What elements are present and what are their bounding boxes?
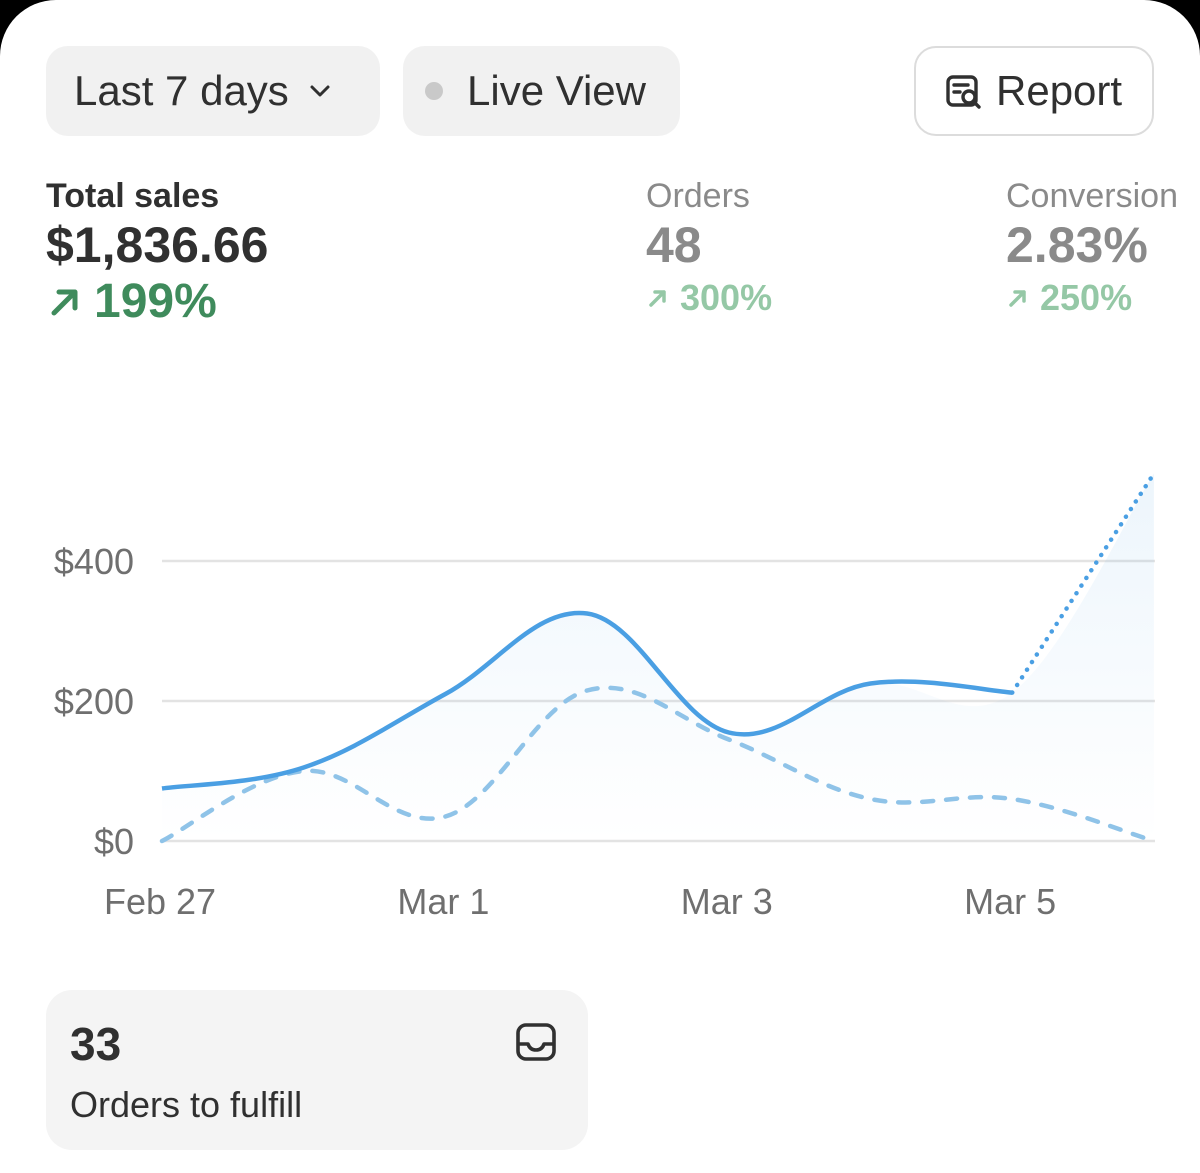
report-button[interactable]: Report	[914, 46, 1154, 136]
chevron-down-icon	[310, 85, 330, 97]
metric-value: 2.83%	[1006, 217, 1148, 273]
metric-conversion[interactable]: Conversion 2.83% 250%	[1006, 176, 1178, 322]
series-line-solid	[161, 610, 1013, 791]
metric-delta-value: 250%	[1040, 277, 1133, 318]
date-range-label: Last 7 days	[74, 67, 289, 114]
metric-value: $1,836.66	[46, 217, 269, 273]
sales-area-fill	[162, 473, 1154, 841]
y-tick-label: $400	[54, 541, 134, 582]
metric-orders[interactable]: Orders 48 300%	[646, 176, 772, 322]
fulfill-label: Orders to fulfill	[70, 1084, 303, 1125]
metric-value: 48	[646, 217, 702, 273]
arrow-up-right-icon	[649, 290, 666, 307]
x-tick-label: Mar 5	[964, 881, 1056, 922]
report-label: Report	[996, 67, 1123, 114]
metric-label: Orders	[646, 177, 750, 215]
metric-delta: 300%	[646, 274, 772, 322]
metric-label: Total sales	[46, 177, 220, 215]
metric-total-sales[interactable]: Total sales $1,836.66 199%	[46, 176, 268, 330]
metric-label: Conversion	[1006, 177, 1178, 215]
metric-delta-value: 199%	[94, 275, 217, 328]
live-dot-icon	[425, 82, 443, 100]
x-tick-label: Mar 1	[397, 881, 489, 922]
series-line-dotted	[1009, 471, 1157, 695]
sales-line-chart: $0 $200 $400 Feb 27 Mar 1 Mar 3 Mar 5	[54, 471, 1157, 922]
metric-delta: 250%	[1006, 274, 1178, 322]
y-tick-label: $200	[54, 681, 134, 722]
arrow-up-right-icon	[1009, 290, 1026, 307]
date-range-button[interactable]: Last 7 days	[46, 46, 380, 136]
live-view-button[interactable]: Live View	[403, 46, 680, 136]
x-tick-label: Feb 27	[104, 881, 216, 922]
y-tick-label: $0	[94, 821, 134, 862]
fulfill-count: 33	[70, 1018, 122, 1070]
x-tick-label: Mar 3	[681, 881, 773, 922]
series-line-dashed	[159, 685, 1157, 844]
inbox-icon	[516, 1023, 556, 1061]
live-view-label: Live View	[467, 67, 646, 114]
orders-to-fulfill-card[interactable]: 33 Orders to fulfill	[46, 990, 588, 1150]
report-search-icon	[946, 75, 981, 109]
metric-delta: 199%	[46, 274, 268, 330]
arrow-up-right-icon	[51, 289, 78, 316]
metric-delta-value: 300%	[680, 277, 773, 318]
